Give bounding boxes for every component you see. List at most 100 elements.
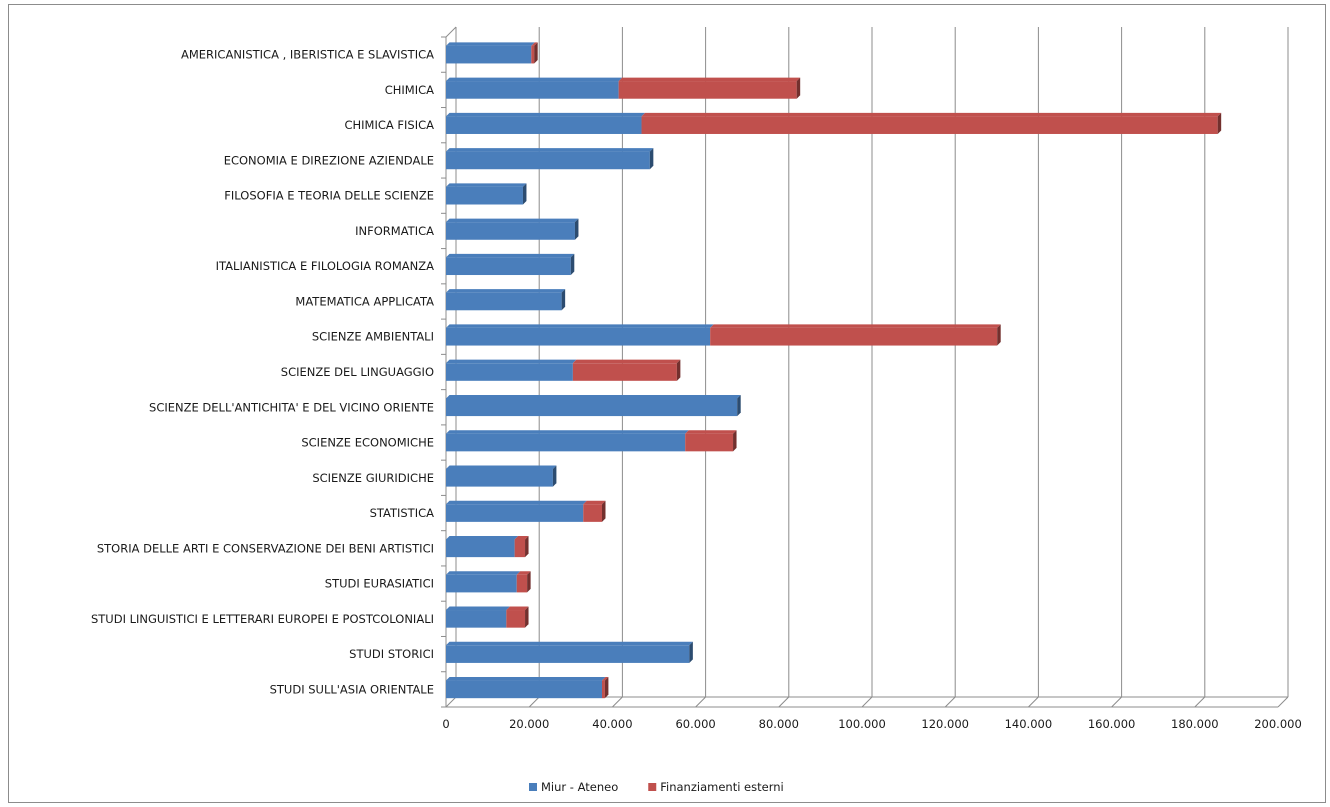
bar-segment [446,606,510,628]
bar-segment [446,183,527,205]
bar-segment [446,677,606,699]
bar-end-face [534,42,538,64]
floor-gridline [445,696,457,708]
category-label: CHIMICA FISICA [344,118,434,132]
bar-front-face [446,151,650,170]
bar-end-face [527,571,531,593]
category-label: AMERICANISTICA , IBERISTICA E SLAVISTICA [181,48,434,62]
category-label: SCIENZE DEL LINGUAGGIO [281,365,434,379]
bars [446,42,1222,699]
bar-segment [583,500,606,522]
bar-segment [446,253,575,276]
category-label: STUDI STORICI [349,647,434,661]
bar-front-face [446,468,553,487]
floor-gridline [1028,696,1039,708]
bar-end-face [602,500,606,522]
category-label: MATEMATICA APPLICATA [295,294,434,308]
category-label: FILOSOFIA E TEORIA DELLE SCIENZE [224,189,434,203]
category-label: SCIENZE GIURIDICHE [312,471,434,485]
bar-front-face [641,116,1218,134]
bar-segment [710,324,1001,346]
bar-front-face [506,610,526,628]
bar-front-face [572,363,677,381]
bar-top-face [446,430,689,434]
category-label: SCIENZE DELL'ANTICHITA' E DEL VICINO ORI… [149,400,434,414]
bar-front-face [685,433,734,452]
bar-front-face [446,680,602,699]
bar-segment [446,465,557,487]
bar-top-face [446,500,587,505]
bar-end-face [649,148,654,170]
bar-top-face [446,677,606,681]
bar-segment [618,77,801,99]
bar-top-face [446,536,519,540]
bar-top-face [583,500,606,505]
bar-front-face [446,116,642,134]
legend-label: Miur - Ateneo [541,780,618,794]
bar-front-face [618,81,797,99]
bar-segment [446,42,535,64]
bar-top-face [446,641,693,646]
floor-gridline [778,696,790,708]
bar-end-face [796,77,801,99]
x-tick-label: 180.000 [1171,717,1219,731]
bar-segment [685,430,737,452]
bar-segment [446,148,654,170]
bar-segment [446,112,646,134]
x-tick-labels: 0 20.000 40.000 60.000 80.000 100.000 120.000 1… [442,717,1301,731]
floor-gridline [944,696,956,708]
bar-top-face [602,677,609,681]
bar-front-face [446,610,507,628]
stacked-bar-chart: AMERICANISTICA , IBERISTICA E SLAVISTICA… [91,26,1302,794]
bar-top-face [446,571,521,575]
x-tick-label: 20.000 [509,717,549,731]
bar-top-face [446,289,566,293]
bar-top-face [446,324,714,328]
bar-front-face [514,539,526,558]
floor-gridline [1277,696,1289,708]
bar-end-face [604,677,609,699]
bar-front-face [446,645,690,663]
category-label: ECONOMIA E DIREZIONE AZIENDALE [224,153,434,167]
bar-top-face [446,148,654,152]
bar-top-face [446,359,577,364]
bar-top-face [506,606,529,611]
bar-top-face [446,606,510,611]
bar-front-face [446,398,738,417]
bar-top-face [446,218,579,223]
category-label: ITALIANISTICA E FILOLOGIA ROMANZA [216,259,434,273]
legend-swatch [529,783,537,791]
bar-end-face [737,394,741,417]
bar-front-face [531,45,535,64]
x-tick-label: 160.000 [1088,717,1136,731]
bar-segment [514,536,529,558]
bar-segment [446,218,579,240]
x-tick-label: 200.000 [1254,717,1302,731]
bar-segment [446,500,587,522]
x-tick-label: 0 [442,717,449,731]
bar-end-face [525,536,529,558]
y-axis-top-edge [445,26,457,38]
category-label: STUDI LINGUISTICI E LETTERARI EUROPEI E … [91,612,434,626]
bar-top-face [446,42,535,46]
bar-segment [446,536,519,558]
legend-item: Miur - Ateneo [529,780,618,794]
bar-top-face [641,112,1222,117]
bar-front-face [602,680,605,699]
category-label: STORIA DELLE ARTI E CONSERVAZIONE DEI BE… [97,541,434,555]
bar-end-face [997,324,1001,346]
bar-front-face [446,292,562,311]
bar-segment [446,641,693,663]
bar-front-face [446,504,584,522]
bar-top-face [685,430,737,434]
bar-segment [641,112,1222,134]
bar-end-face [1217,112,1222,134]
floor-gridline [612,696,623,708]
bar-segment [446,571,521,593]
category-label: STUDI SULL'ASIA ORIENTALE [270,682,434,696]
bar-top-face [446,253,575,258]
bar-end-face [525,606,529,628]
bar-segment [446,324,714,346]
bar-top-face [446,183,527,187]
floor-gridline [861,696,873,708]
